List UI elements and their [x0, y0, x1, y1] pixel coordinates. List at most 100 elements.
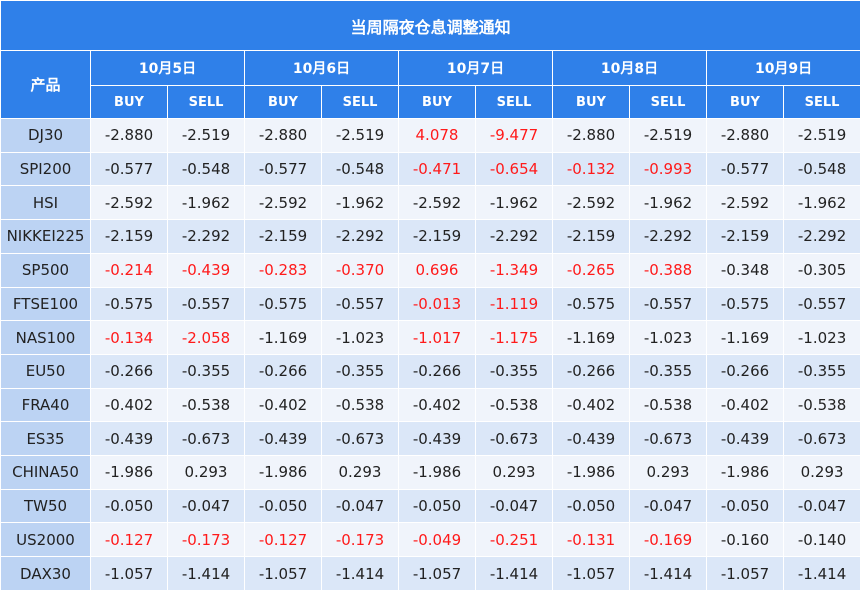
- buy-value: -1.986: [398, 455, 476, 490]
- table-row: NAS100 -0.134 -2.058 -1.169 -1.023 -1.017 -1.1…: [0, 320, 860, 355]
- sell-value: -0.654: [475, 151, 553, 187]
- sell-value: -1.023: [321, 320, 399, 355]
- buy-value: -0.050: [706, 488, 784, 524]
- buy-value: -1.057: [706, 556, 784, 591]
- sell-value: -1.962: [782, 185, 860, 221]
- buy-value: -0.471: [398, 151, 476, 187]
- buy-value: -2.592: [90, 185, 168, 221]
- sell-header: SELL: [167, 85, 245, 119]
- buy-value: -0.266: [90, 353, 168, 389]
- product-name: FRA40: [0, 387, 91, 423]
- buy-value: -0.402: [398, 387, 476, 423]
- sell-value: -0.538: [782, 387, 860, 423]
- product-name: NAS100: [0, 320, 91, 355]
- product-name: DAX30: [0, 556, 91, 591]
- sell-value: -0.557: [321, 286, 399, 322]
- buy-value: -2.592: [398, 185, 476, 221]
- sell-value: -0.173: [321, 522, 399, 558]
- sell-value: -0.140: [782, 522, 860, 558]
- buy-value: -0.132: [552, 151, 630, 187]
- sell-value: 0.293: [629, 455, 707, 490]
- sell-value: -1.414: [782, 556, 860, 591]
- sell-value: -0.370: [321, 252, 399, 288]
- sell-header: SELL: [782, 85, 860, 119]
- sell-value: -2.292: [475, 219, 553, 254]
- sell-value: -0.047: [475, 488, 553, 524]
- product-name: ES35: [0, 421, 91, 457]
- sell-value: -1.414: [321, 556, 399, 591]
- buy-value: -0.575: [706, 286, 784, 322]
- buy-value: -0.266: [706, 353, 784, 389]
- buy-value: -0.348: [706, 252, 784, 288]
- product-name: CHINA50: [0, 455, 91, 490]
- sell-value: -0.355: [782, 353, 860, 389]
- buy-value: -1.169: [706, 320, 784, 355]
- sell-value: -0.047: [782, 488, 860, 524]
- buy-value: -2.880: [244, 118, 322, 153]
- buy-value: -2.159: [706, 219, 784, 254]
- date-header: 10月8日: [552, 50, 707, 86]
- buy-value: -0.266: [552, 353, 630, 389]
- sell-value: -0.388: [629, 252, 707, 288]
- sell-value: -2.292: [321, 219, 399, 254]
- table-row: EU50 -0.266 -0.355 -0.266 -0.355 -0.266 -0.355…: [0, 353, 860, 389]
- sell-value: 0.293: [167, 455, 245, 490]
- date-header: 10月5日: [90, 50, 245, 86]
- sell-value: -0.355: [475, 353, 553, 389]
- buy-value: -1.169: [552, 320, 630, 355]
- product-name: FTSE100: [0, 286, 91, 322]
- product-name: TW50: [0, 488, 91, 524]
- sell-value: -2.519: [321, 118, 399, 153]
- table-row: DAX30 -1.057 -1.414 -1.057 -1.414 -1.057 -1.41…: [0, 556, 860, 591]
- sell-value: -2.519: [167, 118, 245, 153]
- buy-header: BUY: [706, 85, 784, 119]
- sell-value: -0.047: [629, 488, 707, 524]
- sell-value: -0.047: [167, 488, 245, 524]
- sell-value: -2.292: [629, 219, 707, 254]
- buy-value: 4.078: [398, 118, 476, 153]
- table-row: US2000 -0.127 -0.173 -0.127 -0.173 -0.049 -0.2…: [0, 522, 860, 558]
- buy-value: -0.283: [244, 252, 322, 288]
- sell-value: -1.414: [167, 556, 245, 591]
- sell-value: -2.292: [782, 219, 860, 254]
- buy-value: -0.402: [90, 387, 168, 423]
- product-name: EU50: [0, 353, 91, 389]
- buy-value: -0.266: [398, 353, 476, 389]
- sell-value: -2.519: [629, 118, 707, 153]
- buy-value: -2.592: [244, 185, 322, 221]
- buy-value: -0.575: [90, 286, 168, 322]
- sell-value: -1.023: [629, 320, 707, 355]
- product-header: 产品: [0, 50, 91, 119]
- buy-value: -0.160: [706, 522, 784, 558]
- sell-value: 0.293: [475, 455, 553, 490]
- sell-value: -0.355: [629, 353, 707, 389]
- buy-value: -0.127: [244, 522, 322, 558]
- sell-value: -0.047: [321, 488, 399, 524]
- sell-value: -0.548: [167, 151, 245, 187]
- table-row: NIKKEI225 -2.159 -2.292 -2.159 -2.292 -2.159-…: [0, 219, 860, 254]
- buy-value: -0.439: [244, 421, 322, 457]
- buy-value: -2.592: [552, 185, 630, 221]
- product-name: NIKKEI225: [0, 219, 91, 254]
- buy-value: -0.049: [398, 522, 476, 558]
- sell-value: 0.293: [782, 455, 860, 490]
- table-row: FTSE100 -0.575 -0.557 -0.575 -0.557 -0.013 -1.…: [0, 286, 860, 322]
- product-name: US2000: [0, 522, 91, 558]
- buy-value: -2.592: [706, 185, 784, 221]
- buy-value: -0.439: [90, 421, 168, 457]
- sell-value: -0.673: [475, 421, 553, 457]
- sell-value: -0.538: [475, 387, 553, 423]
- buy-header: BUY: [552, 85, 630, 119]
- table-row: FRA40 -0.402 -0.538 -0.402 -0.538 -0.402 -0.53…: [0, 387, 860, 423]
- sell-value: -1.414: [475, 556, 553, 591]
- buy-value: -2.159: [552, 219, 630, 254]
- buy-value: -1.986: [244, 455, 322, 490]
- buy-value: -2.159: [244, 219, 322, 254]
- buy-value: -2.880: [552, 118, 630, 153]
- buy-value: -0.402: [552, 387, 630, 423]
- buy-value: -1.017: [398, 320, 476, 355]
- sell-value: -0.169: [629, 522, 707, 558]
- buy-value: 0.696: [398, 252, 476, 288]
- sell-value: -1.962: [475, 185, 553, 221]
